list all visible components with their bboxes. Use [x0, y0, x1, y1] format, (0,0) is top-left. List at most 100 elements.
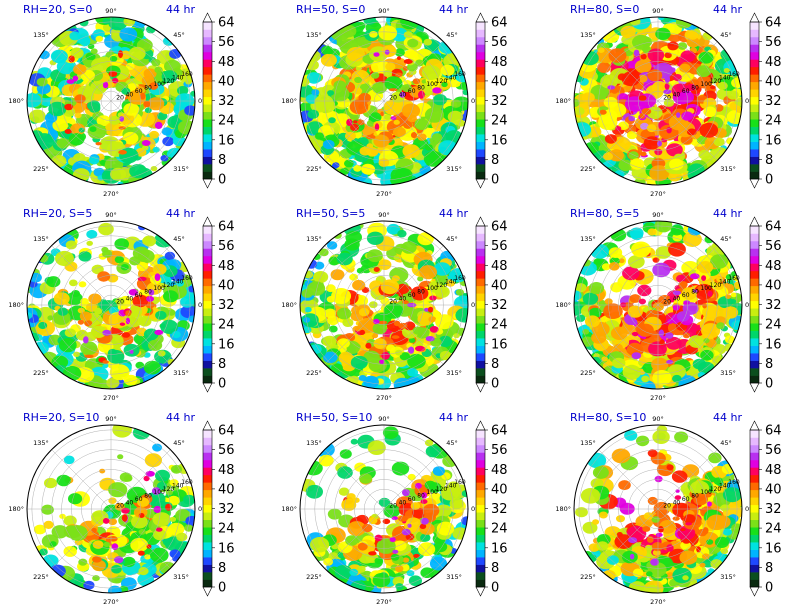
colorbar-tick-label: 64	[491, 424, 508, 439]
panel-time-label: 44 hr	[439, 207, 468, 220]
colorbar-tick-label: 0	[491, 581, 499, 596]
angle-tick-label: 180°	[555, 97, 571, 105]
angle-tick-label: 135°	[306, 235, 322, 243]
angle-tick-label: 90°	[105, 211, 117, 219]
colorbar-tick-label: 48	[765, 55, 782, 70]
colorbar-tick-label: 48	[491, 463, 508, 478]
radial-tick-label: 60	[408, 88, 416, 95]
polar-panel: RH=20, S=5 44 hr 20 40 60 80 100 120 140 160 90° 45…	[0, 204, 262, 408]
radial-tick-label: 60	[408, 496, 416, 503]
colorbar-tick-label: 0	[218, 377, 226, 392]
colorbar-tick-label: 16	[218, 133, 235, 148]
radial-tick-label: 160	[454, 275, 466, 282]
radial-tick-label: 100	[153, 285, 165, 292]
angle-tick-label: 315°	[720, 369, 736, 377]
radial-tick-label: 20	[663, 299, 671, 306]
colorbar: 0 8 16 24 32 40 48 56 64	[202, 216, 235, 393]
radial-tick-label: 80	[691, 493, 699, 500]
panel-time-label: 44 hr	[166, 3, 195, 16]
colorbar-tick-label: 56	[491, 443, 508, 458]
angle-tick-label: 90°	[105, 415, 117, 423]
panel-title: RH=50, S=0	[296, 3, 366, 16]
angle-tick-label: 135°	[33, 439, 49, 447]
colorbar-tick-label: 56	[218, 443, 235, 458]
polar-panel: RH=20, S=10 44 hr 20 40 60 80 100 120 140 160 90° 4…	[0, 408, 262, 612]
colorbar-tick-label: 16	[491, 541, 508, 556]
radial-tick-label: 80	[417, 493, 425, 500]
radial-tick-label: 80	[417, 85, 425, 92]
colorbar-tick-label: 40	[218, 278, 235, 293]
angle-tick-label: 315°	[446, 573, 462, 581]
radial-tick-label: 100	[153, 489, 165, 496]
radial-tick-label: 120	[710, 486, 722, 493]
angle-tick-label: 90°	[652, 7, 664, 15]
colorbar-tick-label: 16	[765, 337, 782, 352]
radial-tick-label: 120	[436, 78, 448, 85]
radial-tick-label: 160	[728, 71, 740, 78]
angle-tick-label: 315°	[173, 165, 189, 173]
radial-tick-label: 80	[144, 493, 152, 500]
radial-tick-label: 80	[691, 289, 699, 296]
radial-tick-label: 100	[426, 489, 438, 496]
radial-tick-label: 40	[399, 295, 407, 302]
angle-tick-label: 270°	[103, 190, 119, 198]
panel-time-label: 44 hr	[713, 207, 742, 220]
radial-tick-label: 140	[719, 75, 731, 82]
radial-tick-label: 160	[181, 71, 193, 78]
radial-tick-label: 40	[399, 91, 407, 98]
colorbar-tick-label: 32	[491, 94, 508, 109]
panel-title: RH=80, S=5	[570, 207, 640, 220]
angle-tick-label: 0°	[745, 97, 752, 105]
angle-tick-label: 225°	[580, 369, 596, 377]
colorbar-tick-label: 8	[765, 561, 773, 576]
angle-tick-label: 180°	[555, 505, 571, 513]
angle-tick-label: 270°	[650, 394, 666, 402]
radial-tick-label: 60	[135, 292, 143, 299]
colorbar-tick-label: 0	[218, 581, 226, 596]
radial-tick-label: 120	[436, 282, 448, 289]
radial-tick-label: 160	[181, 479, 193, 486]
polar-panel: RH=80, S=10 44 hr 20 40 60 80 100 120 140 160 90° 4…	[547, 408, 785, 612]
radial-tick-label: 100	[426, 285, 438, 292]
colorbar-tick-label: 8	[491, 153, 499, 168]
angle-tick-label: 315°	[173, 369, 189, 377]
colorbar-tick-label: 64	[491, 220, 508, 235]
colorbar-tick-label: 64	[765, 16, 782, 31]
angle-tick-label: 315°	[720, 165, 736, 173]
angle-tick-label: 135°	[33, 235, 49, 243]
angle-tick-label: 0°	[471, 301, 478, 309]
angle-tick-label: 225°	[306, 165, 322, 173]
colorbar-tick-label: 56	[491, 35, 508, 50]
panel-title: RH=80, S=10	[570, 411, 647, 424]
panel-title: RH=50, S=10	[296, 411, 373, 424]
radial-tick-label: 20	[116, 95, 124, 102]
colorbar-tick-label: 16	[218, 337, 235, 352]
colorbar: 0 8 16 24 32 40 48 56 64	[202, 12, 235, 189]
colorbar-tick-label: 24	[491, 114, 508, 129]
angle-tick-label: 45°	[446, 31, 458, 39]
polar-panel: RH=50, S=5 44 hr 20 40 60 80 100 120 140 160 90° 45…	[273, 204, 535, 408]
radial-tick-label: 120	[710, 78, 722, 85]
colorbar-tick-label: 40	[218, 74, 235, 89]
angle-tick-label: 0°	[471, 97, 478, 105]
radial-tick-label: 120	[163, 78, 175, 85]
radial-tick-label: 80	[144, 289, 152, 296]
colorbar-tick-label: 24	[491, 522, 508, 537]
angle-tick-label: 270°	[650, 190, 666, 198]
colorbar-tick-label: 40	[491, 482, 508, 497]
angle-tick-label: 315°	[446, 165, 462, 173]
colorbar-tick-label: 8	[218, 357, 226, 372]
radial-tick-label: 40	[673, 295, 681, 302]
radial-tick-label: 160	[454, 479, 466, 486]
panel-time-label: 44 hr	[713, 3, 742, 16]
radial-tick-label: 40	[126, 499, 134, 506]
radial-tick-label: 40	[673, 91, 681, 98]
radial-tick-label: 100	[700, 489, 712, 496]
colorbar-tick-label: 24	[765, 114, 782, 129]
colorbar-tick-label: 8	[491, 561, 499, 576]
angle-tick-label: 315°	[446, 369, 462, 377]
